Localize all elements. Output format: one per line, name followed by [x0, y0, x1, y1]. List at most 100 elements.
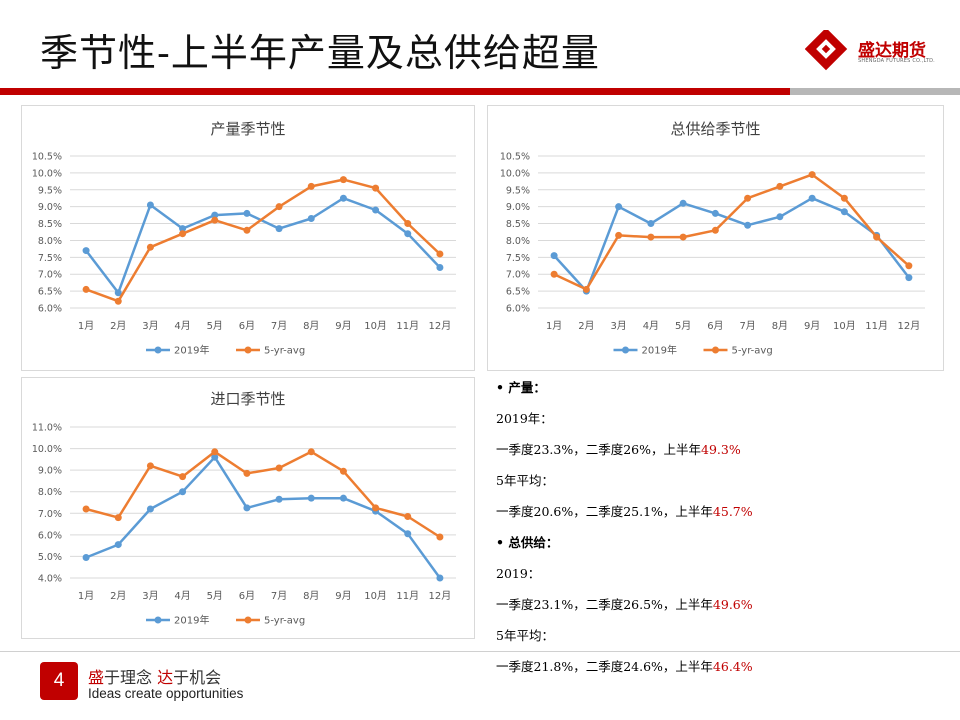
- footer-divider: [0, 651, 960, 652]
- y-tick-label: 10.0%: [32, 168, 62, 179]
- x-tick-label: 4月: [174, 320, 190, 332]
- note-supply-2019-label: 2019：: [496, 566, 541, 581]
- x-tick-label: 7月: [271, 590, 287, 602]
- data-point: [114, 289, 122, 297]
- y-tick-label: 4.0%: [38, 574, 62, 585]
- data-point: [679, 233, 687, 241]
- x-tick-label: 2月: [578, 320, 594, 332]
- company-logo: [805, 30, 848, 71]
- x-tick-label: 11月: [396, 590, 419, 602]
- data-point: [404, 230, 412, 238]
- data-point: [436, 533, 444, 541]
- note-h1-value: 46.4%: [712, 659, 753, 674]
- data-point: [146, 243, 154, 251]
- data-point: [647, 233, 655, 241]
- slogan-text: 于理念: [104, 668, 158, 687]
- legend-label: 5-yr-avg: [732, 346, 773, 357]
- data-point: [436, 250, 444, 258]
- data-point: [243, 226, 251, 234]
- x-tick-label: 3月: [142, 590, 158, 602]
- data-point: [179, 230, 187, 238]
- data-point: [372, 206, 380, 214]
- legend-marker: [244, 346, 252, 354]
- chart-title: 产量季节性: [210, 120, 285, 138]
- note-text: 一季度23.3%，二季度26%，上半年: [496, 442, 701, 457]
- series-line-2019: [553, 196, 910, 293]
- x-tick-label: 1月: [78, 320, 94, 332]
- data-point: [647, 220, 655, 228]
- data-point: [146, 505, 154, 513]
- note-supply-avg-label: 5年平均：: [496, 628, 554, 643]
- legend-marker: [622, 346, 629, 354]
- legend-marker: [244, 616, 252, 624]
- x-tick-label: 12月: [898, 320, 921, 332]
- data-point: [840, 194, 848, 202]
- x-tick-label: 10月: [364, 320, 387, 332]
- series-line-2019: [85, 196, 441, 295]
- page-number: 4: [40, 662, 78, 700]
- data-point: [436, 574, 444, 582]
- legend-label: 5-yr-avg: [264, 616, 305, 627]
- slogan-char: 盛: [88, 668, 105, 687]
- y-tick-label: 7.5%: [38, 253, 62, 264]
- legend-label: 2019年: [642, 344, 677, 357]
- y-tick-label: 9.5%: [506, 185, 530, 196]
- data-point: [146, 201, 154, 209]
- data-point: [711, 209, 719, 217]
- data-point: [776, 213, 784, 221]
- y-tick-label: 10.0%: [32, 444, 62, 455]
- data-point: [307, 214, 315, 222]
- note-supply-2019-line: 一季度23.1%，二季度26.5%，上半年49.6%: [496, 589, 936, 620]
- y-tick-label: 6.5%: [506, 287, 530, 298]
- data-point: [905, 262, 913, 270]
- data-point: [307, 494, 315, 502]
- data-point: [339, 176, 347, 184]
- chart-supply-seasonality: 总供给季节性 6.0% 6.5% 7.0% 7.5% 8.0% 8.5% 9.0% 9.5% 10…: [487, 105, 944, 371]
- data-point: [404, 530, 412, 538]
- y-tick-label: 9.0%: [38, 202, 62, 213]
- slogan-text: 于机会: [173, 668, 222, 687]
- data-point: [744, 194, 752, 202]
- x-tick-label: 3月: [610, 320, 626, 332]
- legend-marker: [712, 346, 719, 354]
- x-tick-label: 5月: [207, 320, 223, 332]
- data-point: [905, 274, 913, 282]
- y-tick-label: 6.5%: [38, 287, 62, 298]
- notes-panel: • 产量： 2019年： 一季度23.3%，二季度26%，上半年49.3% 5年…: [496, 372, 936, 682]
- y-tick-label: 6.0%: [38, 530, 62, 541]
- logo-name: 盛达期货: [858, 41, 926, 61]
- series-line-2019: [85, 455, 441, 579]
- note-production-2019-label: 2019年：: [496, 411, 553, 426]
- data-point: [339, 467, 347, 475]
- x-tick-label: 3月: [142, 320, 158, 332]
- x-tick-label: 8月: [303, 320, 319, 332]
- data-point: [114, 297, 122, 305]
- header-divider-gray: [790, 88, 960, 95]
- data-point: [615, 203, 623, 211]
- data-point: [808, 171, 816, 179]
- data-point: [211, 216, 219, 224]
- note-text: 一季度21.8%，二季度24.6%，上半年: [496, 659, 713, 674]
- data-point: [243, 209, 251, 217]
- data-point: [275, 464, 283, 472]
- data-point: [372, 184, 380, 192]
- x-tick-label: 6月: [707, 320, 723, 332]
- data-point: [372, 504, 380, 512]
- series-line-avg: [85, 178, 441, 303]
- data-point: [615, 231, 623, 239]
- y-tick-label: 7.5%: [506, 253, 530, 264]
- x-tick-label: 6月: [239, 320, 255, 332]
- slide-title: 季节性-上半年产量及总供给超量: [40, 31, 600, 75]
- y-tick-label: 5.0%: [38, 552, 62, 563]
- series-line-avg: [85, 450, 441, 539]
- x-tick-label: 9月: [335, 590, 351, 602]
- data-point: [275, 495, 283, 503]
- data-point: [211, 453, 219, 461]
- y-tick-label: 7.0%: [506, 270, 530, 281]
- x-tick-label: 6月: [239, 590, 255, 602]
- x-tick-label: 9月: [804, 320, 820, 332]
- data-point: [404, 513, 412, 521]
- note-production-avg-line: 一季度20.6%，二季度25.1%，上半年45.7%: [496, 496, 936, 527]
- x-tick-label: 12月: [429, 590, 452, 602]
- y-tick-label: 8.0%: [506, 236, 530, 247]
